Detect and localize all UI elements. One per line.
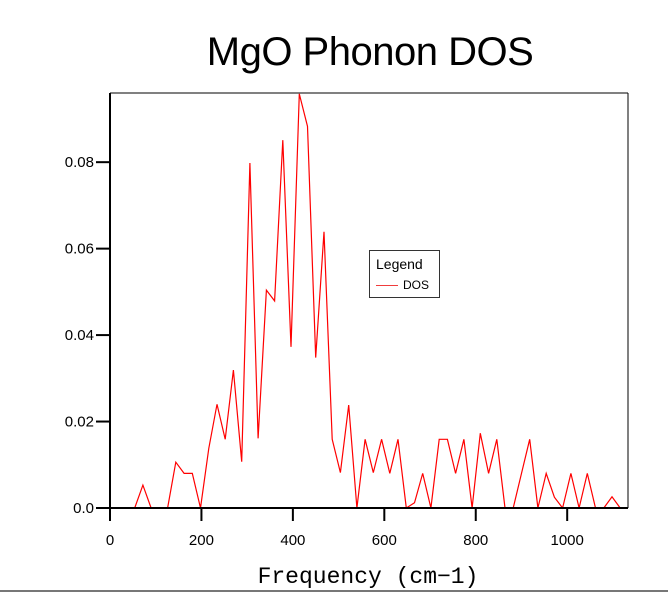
axes <box>96 93 628 521</box>
legend-label-dos: DOS <box>403 278 430 292</box>
y-tick-label: 0.0 <box>73 500 94 517</box>
chart-title: MgO Phonon DOS <box>206 30 534 74</box>
series-line-dos <box>110 93 628 510</box>
y-tick-label: 0.02 <box>65 414 94 431</box>
y-ticks: 0.0 0.02 0.04 0.06 0.08 <box>65 154 110 517</box>
y-tick-label: 0.04 <box>65 327 94 344</box>
legend-title: Legend <box>376 256 423 272</box>
x-tick-label: 600 <box>372 532 397 549</box>
legend: Legend DOS <box>369 250 440 298</box>
x-ticks: 0 200 400 600 800 1000 <box>106 508 584 549</box>
y-tick-label: 0.06 <box>65 241 94 258</box>
x-tick-label: 1000 <box>551 532 584 549</box>
legend-swatch-dos <box>376 285 398 286</box>
x-tick-label: 400 <box>280 532 305 549</box>
y-tick-label: 0.08 <box>65 154 94 171</box>
x-tick-label: 0 <box>106 532 114 549</box>
x-tick-label: 200 <box>189 532 214 549</box>
series-layer <box>110 93 628 510</box>
x-axis-label: Frequency (cm−1) <box>258 564 479 590</box>
x-tick-label: 800 <box>463 532 488 549</box>
plot-frame <box>110 92 629 508</box>
bottom-divider <box>0 590 668 592</box>
